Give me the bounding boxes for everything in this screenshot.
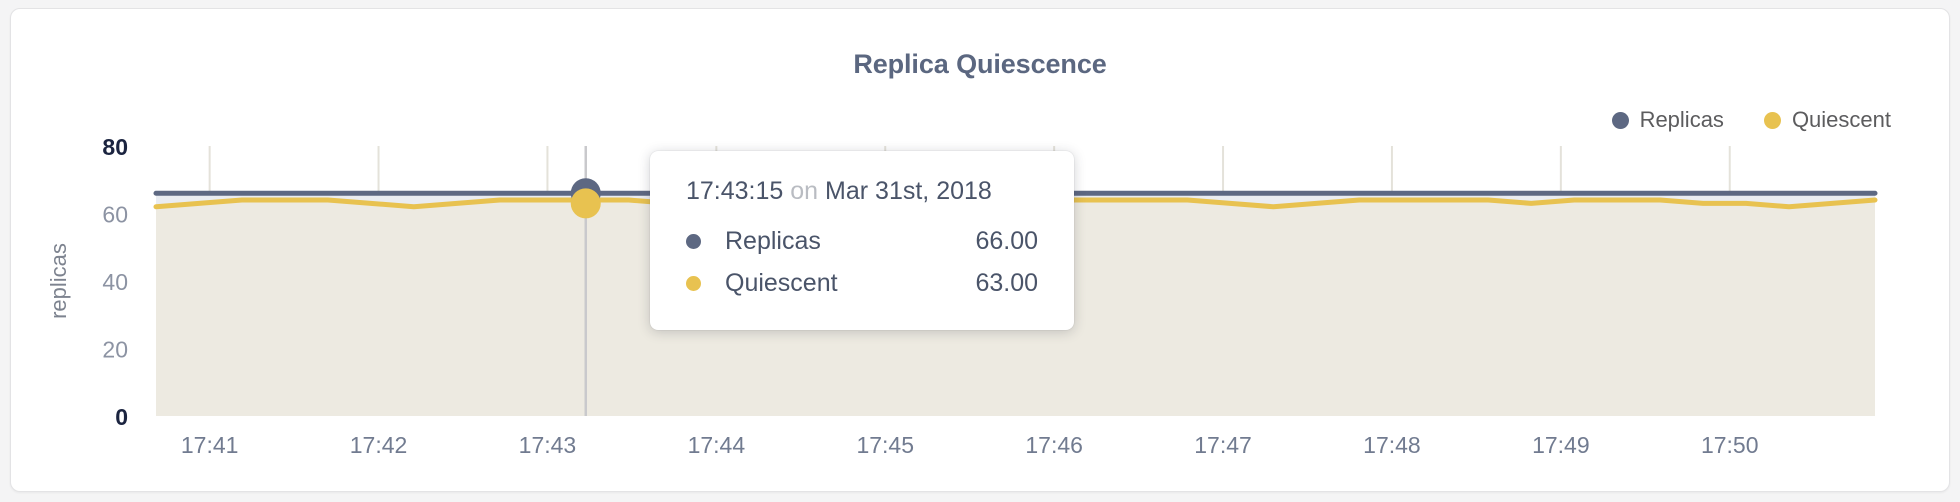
hover-marker-quiescent	[570, 188, 601, 219]
y-tick-label: 0	[115, 404, 128, 430]
x-tick-label: 17:46	[1025, 432, 1083, 458]
tooltip-series-name: Quiescent	[725, 268, 838, 297]
tooltip-header: 17:43:15 on Mar 31st, 2018	[686, 177, 1038, 206]
y-tick-label: 80	[102, 134, 128, 160]
legend-item-replicas[interactable]: Replicas	[1611, 107, 1724, 133]
x-tick-label: 17:41	[181, 432, 239, 458]
tooltip-series-value: 63.00	[975, 268, 1038, 297]
x-tick-label: 17:48	[1363, 432, 1421, 458]
x-tick-label: 17:47	[1194, 432, 1252, 458]
legend-item-quiescent[interactable]: Quiescent	[1763, 107, 1891, 133]
tooltip-time: 17:43:15	[686, 177, 784, 205]
x-tick-label: 17:43	[519, 432, 577, 458]
tooltip-row-replicas: Replicas 66.00	[686, 220, 1038, 262]
chart-card: Replica Quiescence Replicas Quiescent 0 2…	[10, 8, 1950, 492]
x-tick-label: 17:44	[688, 432, 746, 458]
tooltip-on-word: on	[790, 177, 819, 205]
x-tick-label: 17:50	[1701, 432, 1759, 458]
x-tick-label: 17:49	[1532, 432, 1590, 458]
tooltip-date: Mar 31st, 2018	[825, 177, 992, 205]
legend-dot-icon	[1611, 111, 1629, 129]
tooltip-series-value: 66.00	[975, 226, 1038, 255]
tooltip-series-name: Replicas	[725, 226, 821, 255]
y-tick-label: 20	[102, 337, 128, 363]
legend-label-replicas: Replicas	[1639, 107, 1724, 132]
tooltip-dot-icon	[686, 233, 701, 249]
legend-dot-icon	[1763, 111, 1781, 129]
y-tick-label: 40	[102, 269, 128, 295]
page-title: Replica Quiescence	[853, 49, 1107, 79]
chart-tooltip: 17:43:15 on Mar 31st, 2018 Replicas 66.0…	[650, 151, 1074, 330]
x-tick-label: 17:42	[350, 432, 408, 458]
y-tick-label: 60	[102, 202, 128, 228]
x-tick-label: 17:45	[856, 432, 914, 458]
tooltip-row-quiescent: Quiescent 63.00	[686, 262, 1038, 304]
chart-legend: Replicas Quiescent	[1611, 107, 1891, 133]
tooltip-dot-icon	[686, 275, 701, 291]
y-axis-label: replicas	[46, 243, 71, 319]
legend-label-quiescent: Quiescent	[1791, 107, 1891, 132]
